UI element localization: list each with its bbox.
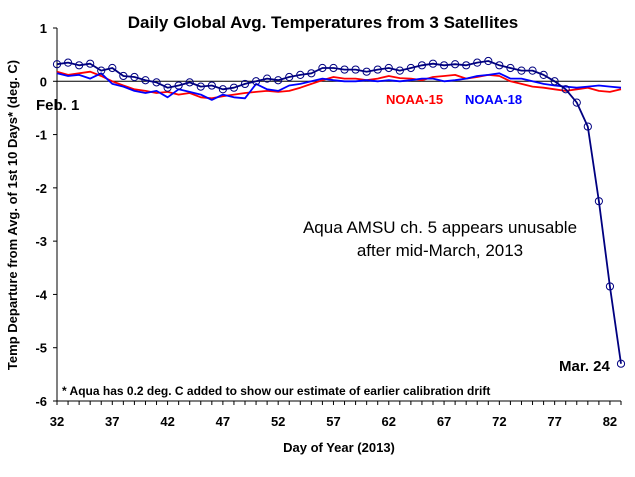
point-aqua-amsu-ch-5 [462,61,471,70]
series-line-noaa-18 [56,72,622,101]
point-aqua-amsu-ch-5 [86,59,95,68]
point-aqua-amsu-ch-5 [141,76,150,85]
point-aqua-amsu-ch-5 [451,60,460,69]
point-aqua-amsu-ch-5 [108,63,117,73]
point-aqua-amsu-ch-5 [152,78,161,87]
x-axis-ticks: 32 37 42 47 52 57 62 67 72 77 82 [50,401,622,429]
point-aqua-amsu-ch-5 [495,61,504,70]
point-aqua-amsu-ch-5 [329,63,338,73]
point-aqua-amsu-ch-5 [52,60,62,69]
point-aqua-amsu-ch-5 [274,76,283,85]
point-aqua-amsu-ch-5 [119,71,128,81]
point-aqua-amsu-ch-5 [263,74,272,83]
annotation-line-1: Aqua AMSU ch. 5 appears unusable [303,218,577,237]
x-tick-label: 37 [105,414,119,429]
x-tick-label: 52 [271,414,285,429]
point-aqua-amsu-ch-5 [362,67,371,76]
point-aqua-amsu-ch-5 [550,77,559,86]
point-aqua-amsu-ch-5 [417,61,427,70]
point-aqua-amsu-ch-5 [130,72,139,82]
legend-noaa-18: NOAA-18 [465,92,522,107]
series-line-noaa-15 [56,70,622,100]
y-axis-ticks: 1 0 -1 -2 -3 -4 -5 -6 [35,21,57,409]
chart-title: Daily Global Avg. Temperatures from 3 Sa… [128,13,519,32]
point-aqua-amsu-ch-5 [373,65,382,74]
point-aqua-amsu-ch-5 [506,63,515,73]
point-aqua-amsu-ch-5 [340,65,349,74]
point-aqua-amsu-ch-5 [528,66,537,75]
point-aqua-amsu-ch-5 [395,66,404,75]
point-aqua-amsu-ch-5 [318,63,327,73]
point-aqua-amsu-ch-5 [384,63,393,73]
start-date-label: Feb. 1 [36,97,79,114]
y-axis-label: Temp Departure from Avg. of 1st 10 Days*… [5,60,20,370]
x-tick-label: 57 [326,414,340,429]
point-aqua-amsu-ch-5 [307,69,316,78]
annotation-line-2: after mid-March, 2013 [357,241,523,260]
point-aqua-amsu-ch-5 [163,83,172,92]
point-aqua-amsu-ch-5 [428,59,438,68]
y-tick-label: 0 [40,74,47,89]
point-aqua-amsu-ch-5 [229,83,239,92]
x-tick-label: 47 [216,414,230,429]
y-tick-label: -4 [35,287,47,302]
point-aqua-amsu-ch-5 [594,197,603,206]
point-aqua-amsu-ch-5 [517,66,526,75]
point-aqua-amsu-ch-5 [583,122,592,131]
legend-noaa-15: NOAA-15 [386,92,443,107]
point-aqua-amsu-ch-5 [406,63,415,73]
point-aqua-amsu-ch-5 [207,81,216,90]
point-aqua-amsu-ch-5 [218,85,227,94]
point-aqua-amsu-ch-5 [605,282,615,291]
point-aqua-amsu-ch-5 [174,81,183,90]
point-aqua-amsu-ch-5 [196,82,205,91]
point-aqua-amsu-ch-5 [616,359,626,368]
point-aqua-amsu-ch-5 [561,85,570,94]
point-aqua-amsu-ch-5 [285,72,294,82]
point-aqua-amsu-ch-5 [97,66,106,75]
point-aqua-amsu-ch-5 [572,98,581,107]
series-group [52,56,626,368]
y-tick-label: -6 [35,394,47,409]
y-tick-label: -1 [35,128,47,143]
y-tick-label: -3 [35,234,47,249]
x-tick-label: 42 [160,414,174,429]
y-tick-label: -2 [35,181,47,196]
point-aqua-amsu-ch-5 [439,61,449,70]
point-aqua-amsu-ch-5 [296,70,305,79]
footnote: * Aqua has 0.2 deg. C added to show our … [62,384,490,398]
point-aqua-amsu-ch-5 [75,61,84,70]
x-axis-label: Day of Year (2013) [283,440,395,455]
point-aqua-amsu-ch-5 [185,78,194,87]
series-line-aqua-amsu-ch-5 [56,60,622,364]
x-tick-label: 72 [492,414,506,429]
point-aqua-amsu-ch-5 [473,58,482,67]
y-tick-label: -5 [35,341,47,356]
axes [56,28,621,402]
x-tick-label: 82 [603,414,617,429]
point-aqua-amsu-ch-5 [240,79,250,89]
point-aqua-amsu-ch-5 [351,65,360,74]
point-aqua-amsu-ch-5 [484,56,493,66]
x-tick-label: 62 [382,414,396,429]
end-date-label: Mar. 24 [559,358,611,375]
y-tick-label: 1 [40,21,47,36]
point-aqua-amsu-ch-5 [63,58,73,67]
x-tick-label: 77 [547,414,561,429]
point-aqua-amsu-ch-5 [251,77,261,86]
x-tick-label: 32 [50,414,64,429]
point-aqua-amsu-ch-5 [539,70,548,79]
x-tick-label: 67 [437,414,451,429]
